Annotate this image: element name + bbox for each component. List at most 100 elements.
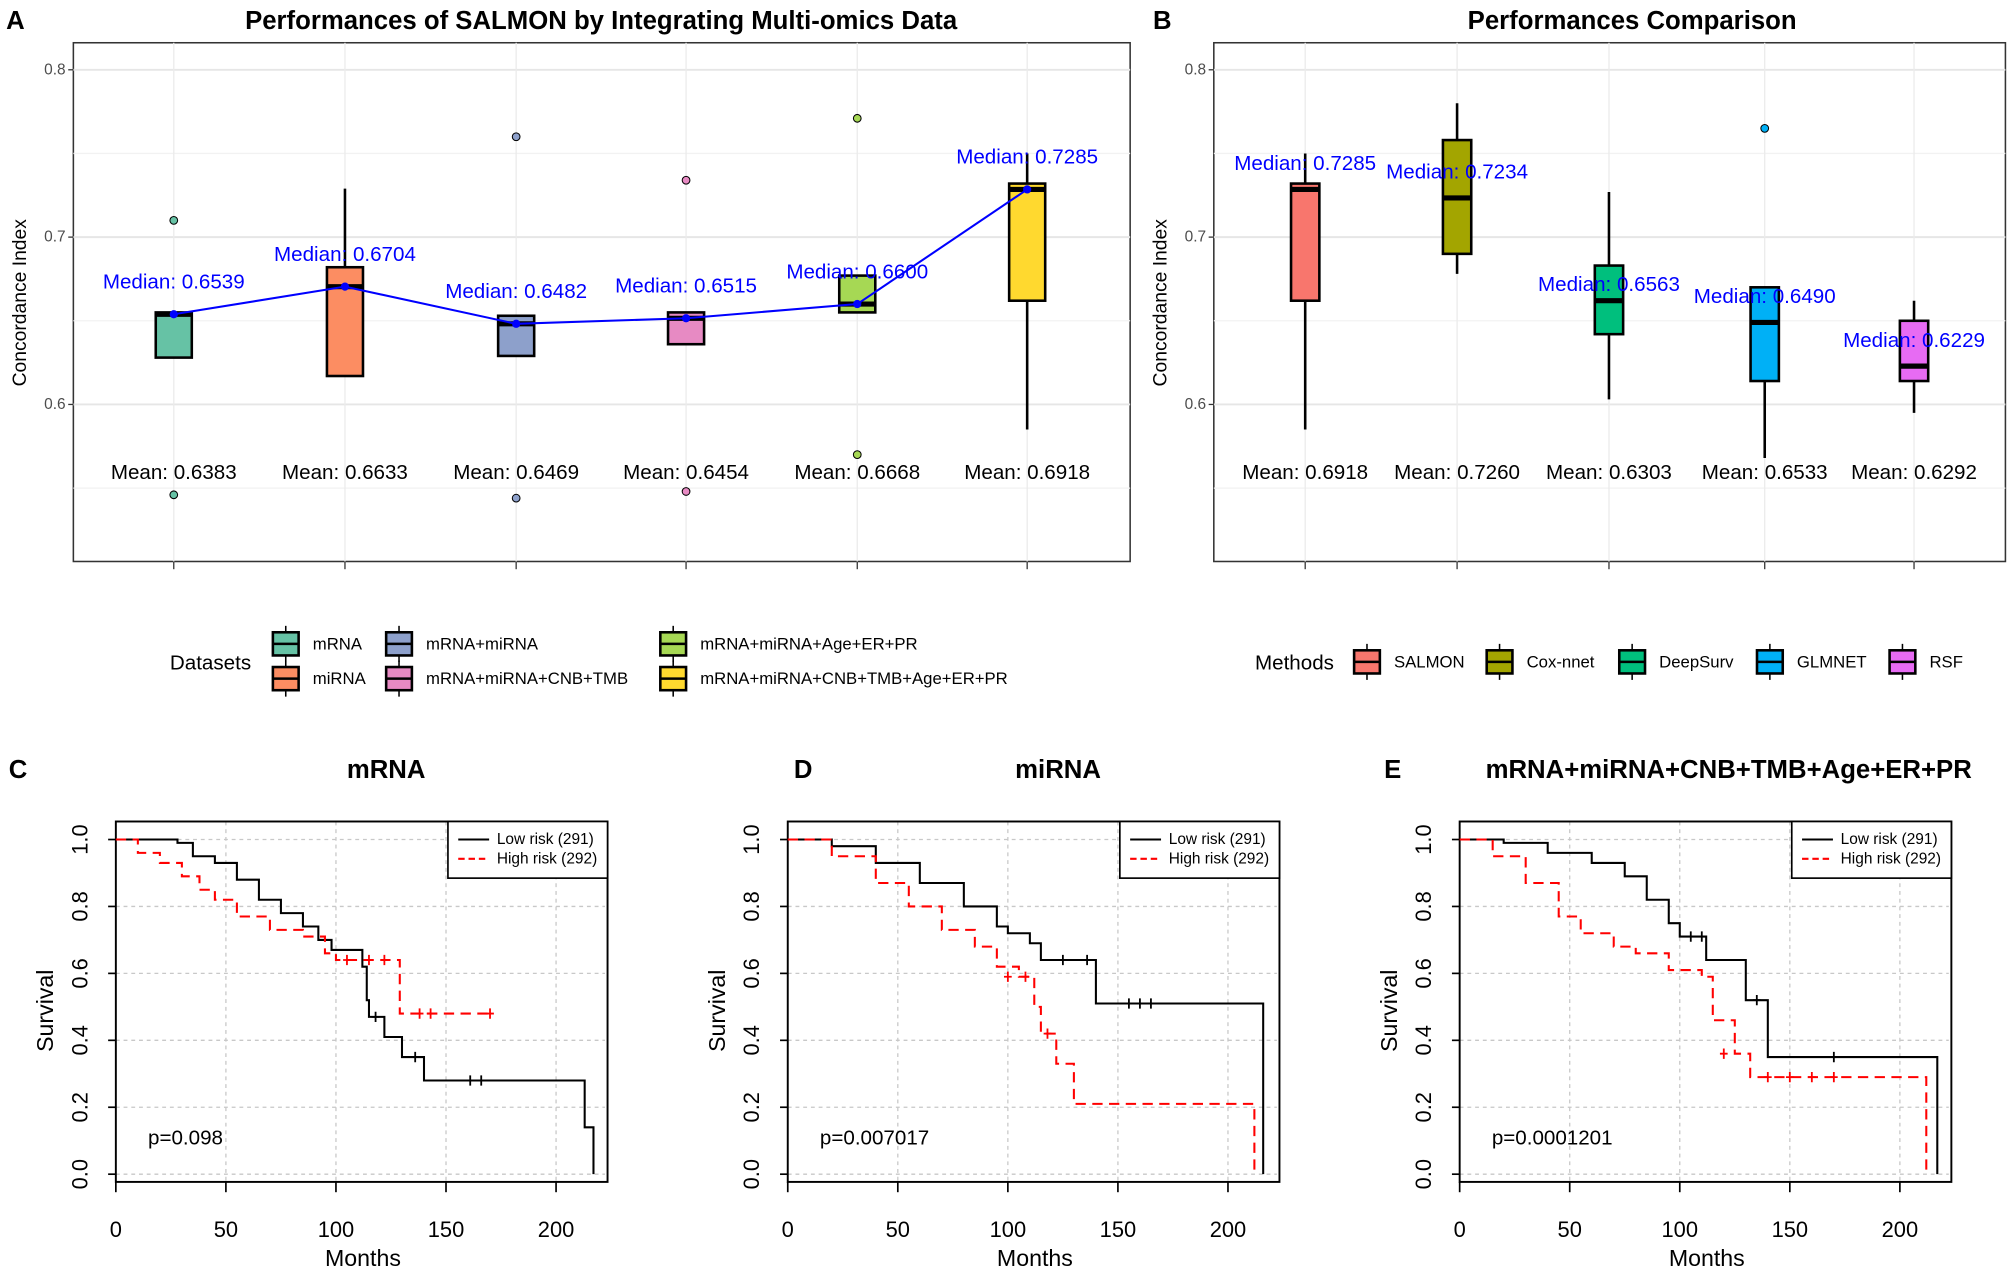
x-axis-label: Months — [325, 1245, 401, 1271]
box-mRNA+miRNA+CNB+TMB+Age+ER+PR — [1007, 182, 1047, 302]
panel-c — [108, 820, 609, 1193]
y-tick-label: 0.2 — [739, 1092, 764, 1122]
median-label: Median: 0.6482 — [445, 280, 587, 303]
x-tick-label: 200 — [538, 1217, 575, 1242]
censor-mark — [1829, 1071, 1838, 1083]
y-tick-label: 0.2 — [67, 1092, 92, 1122]
legend-label: mRNA+miRNA — [426, 634, 539, 653]
mean-label: Mean: 0.6668 — [794, 461, 920, 484]
panel-letter: E — [1384, 756, 1401, 784]
legend-label: DeepSurv — [1659, 652, 1734, 671]
legend-label: miRNA — [313, 669, 367, 688]
x-tick-label: 150 — [1100, 1217, 1137, 1242]
mean-label: Mean: 0.6454 — [623, 461, 749, 484]
legend-item — [384, 660, 414, 697]
mean-label: Mean: 0.6303 — [1546, 461, 1672, 484]
y-axis-label: Concordance Index — [10, 219, 31, 387]
legend-label: Low risk (291) — [1841, 831, 1938, 848]
y-axis-label: Survival — [32, 970, 58, 1052]
legend-label: RSF — [1929, 652, 1962, 671]
p-value-label: p=0.0001201 — [1492, 1127, 1613, 1150]
y-axis-label: Concordance Index — [1151, 219, 1172, 387]
plot-area — [786, 820, 1281, 1183]
mean-label: Mean: 0.7260 — [1394, 461, 1520, 484]
p-value-label: p=0.098 — [148, 1127, 223, 1150]
survival-curve-low-risk — [787, 838, 1265, 1175]
censor-mark — [371, 1011, 380, 1023]
censor-mark — [466, 1075, 475, 1086]
legend-item — [271, 625, 300, 662]
median-label: Median: 0.7285 — [1234, 152, 1376, 175]
y-tick-label: 0.6 — [1185, 396, 1206, 413]
y-tick-label: 0.2 — [1411, 1092, 1436, 1122]
legend-box — [1790, 820, 1953, 879]
chart-title: mRNA+miRNA+CNB+TMB+Age+ER+PR — [1486, 756, 1973, 784]
outlier-point — [169, 490, 179, 500]
y-tick-label: 1.0 — [1411, 824, 1436, 854]
y-tick-label: 1.0 — [739, 824, 764, 854]
x-tick-label: 50 — [214, 1217, 238, 1242]
chart-title: miRNA — [1015, 756, 1101, 784]
censor-mark — [1021, 971, 1030, 982]
panel-letter: A — [6, 7, 25, 35]
median-trend-point — [681, 314, 691, 323]
outlier-point — [681, 487, 691, 496]
censor-mark — [1136, 998, 1144, 1009]
outlier-point — [169, 216, 179, 225]
median-label: Median: 0.6563 — [1538, 273, 1680, 296]
legend-item — [384, 625, 414, 662]
chart-title: Performances Comparison — [1468, 7, 1797, 35]
outlier-point — [511, 132, 521, 142]
median-label: Median: 0.6600 — [786, 260, 928, 283]
median-trend-point — [340, 282, 350, 291]
plot-area — [114, 820, 609, 1183]
censor-mark — [1697, 931, 1706, 942]
y-axis-label: Survival — [704, 970, 730, 1052]
x-tick-label: 200 — [1210, 1217, 1247, 1242]
mean-label: Mean: 0.6918 — [1242, 461, 1368, 484]
chart-title: mRNA — [347, 756, 426, 784]
box-SALMON — [1289, 182, 1321, 302]
legend-label: mRNA — [313, 634, 363, 653]
legend-item — [659, 660, 688, 697]
x-tick-label: 200 — [1882, 1217, 1919, 1242]
y-tick-label: 0.6 — [739, 958, 764, 988]
legend-label: mRNA+miRNA+CNB+TMB+Age+ER+PR — [700, 669, 1008, 688]
x-tick-label: 100 — [1662, 1217, 1699, 1242]
y-tick-label: 0.0 — [1411, 1159, 1436, 1189]
survival-curve-high-risk — [115, 838, 491, 1015]
mean-label: Mean: 0.6469 — [453, 461, 579, 484]
y-tick-label: 0.6 — [1411, 958, 1436, 988]
median-trend-line — [173, 188, 1028, 325]
panel-e — [1451, 820, 1953, 1193]
x-tick-label: 100 — [318, 1217, 355, 1242]
median-label: Median: 0.7285 — [956, 146, 1098, 169]
legend-item — [1755, 643, 1785, 680]
y-tick-label: 0.0 — [67, 1159, 92, 1189]
x-tick-label: 0 — [110, 1217, 122, 1242]
legend-item — [1888, 643, 1917, 680]
box-mRNA — [154, 311, 194, 359]
survival-curve-high-risk — [1459, 838, 1928, 1175]
panel-d — [780, 820, 1281, 1193]
censor-mark — [1043, 1028, 1052, 1039]
panel-a — [68, 41, 1131, 697]
y-axis-label: Survival — [1376, 970, 1402, 1052]
plot-area — [1458, 820, 1953, 1183]
box-GLMNET — [1749, 286, 1781, 383]
legend-box — [1119, 820, 1281, 879]
censor-mark — [1807, 1071, 1816, 1083]
y-tick-label: 0.4 — [1411, 1025, 1436, 1055]
legend-item — [1485, 643, 1514, 680]
censor-mark — [1125, 998, 1133, 1009]
survival-curve-low-risk — [115, 838, 595, 1175]
legend-label: Low risk (291) — [497, 831, 594, 848]
legend-label: mRNA+miRNA+Age+ER+PR — [700, 634, 917, 653]
censor-mark — [1719, 1048, 1728, 1059]
y-tick-label: 0.6 — [44, 396, 65, 413]
median-trend-point — [1023, 185, 1032, 194]
legend-item — [659, 625, 688, 662]
legend-box — [447, 820, 609, 879]
y-tick-label: 0.7 — [1185, 229, 1206, 246]
